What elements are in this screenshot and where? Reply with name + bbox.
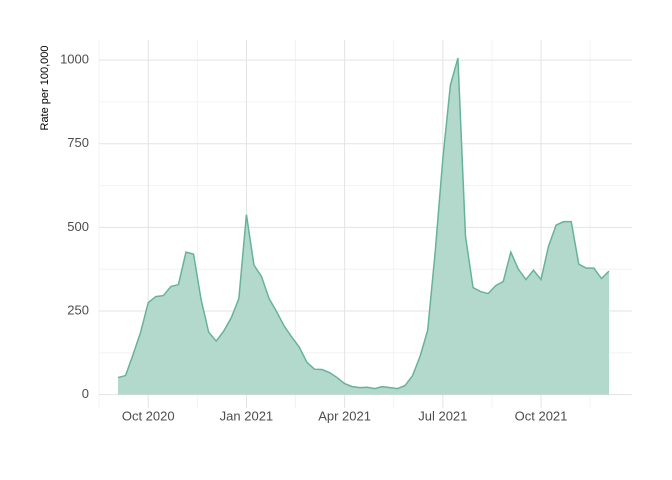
y-tick-label: 0 [82,386,89,401]
y-tick-label: 750 [67,135,89,150]
y-tick-label: 500 [67,219,89,234]
x-tick-label: Jan 2021 [220,408,274,423]
y-tick-label: 1000 [60,52,89,67]
x-tick-label: Oct 2021 [515,408,568,423]
y-axis-label: Rate per 100,000 [39,45,51,130]
x-tick-label: Oct 2020 [122,408,175,423]
x-tick-label: Apr 2021 [318,408,371,423]
area-fill [118,58,609,395]
x-tick-label: Jul 2021 [418,408,467,423]
area-line [117,57,610,390]
y-tick-label: 250 [67,302,89,317]
